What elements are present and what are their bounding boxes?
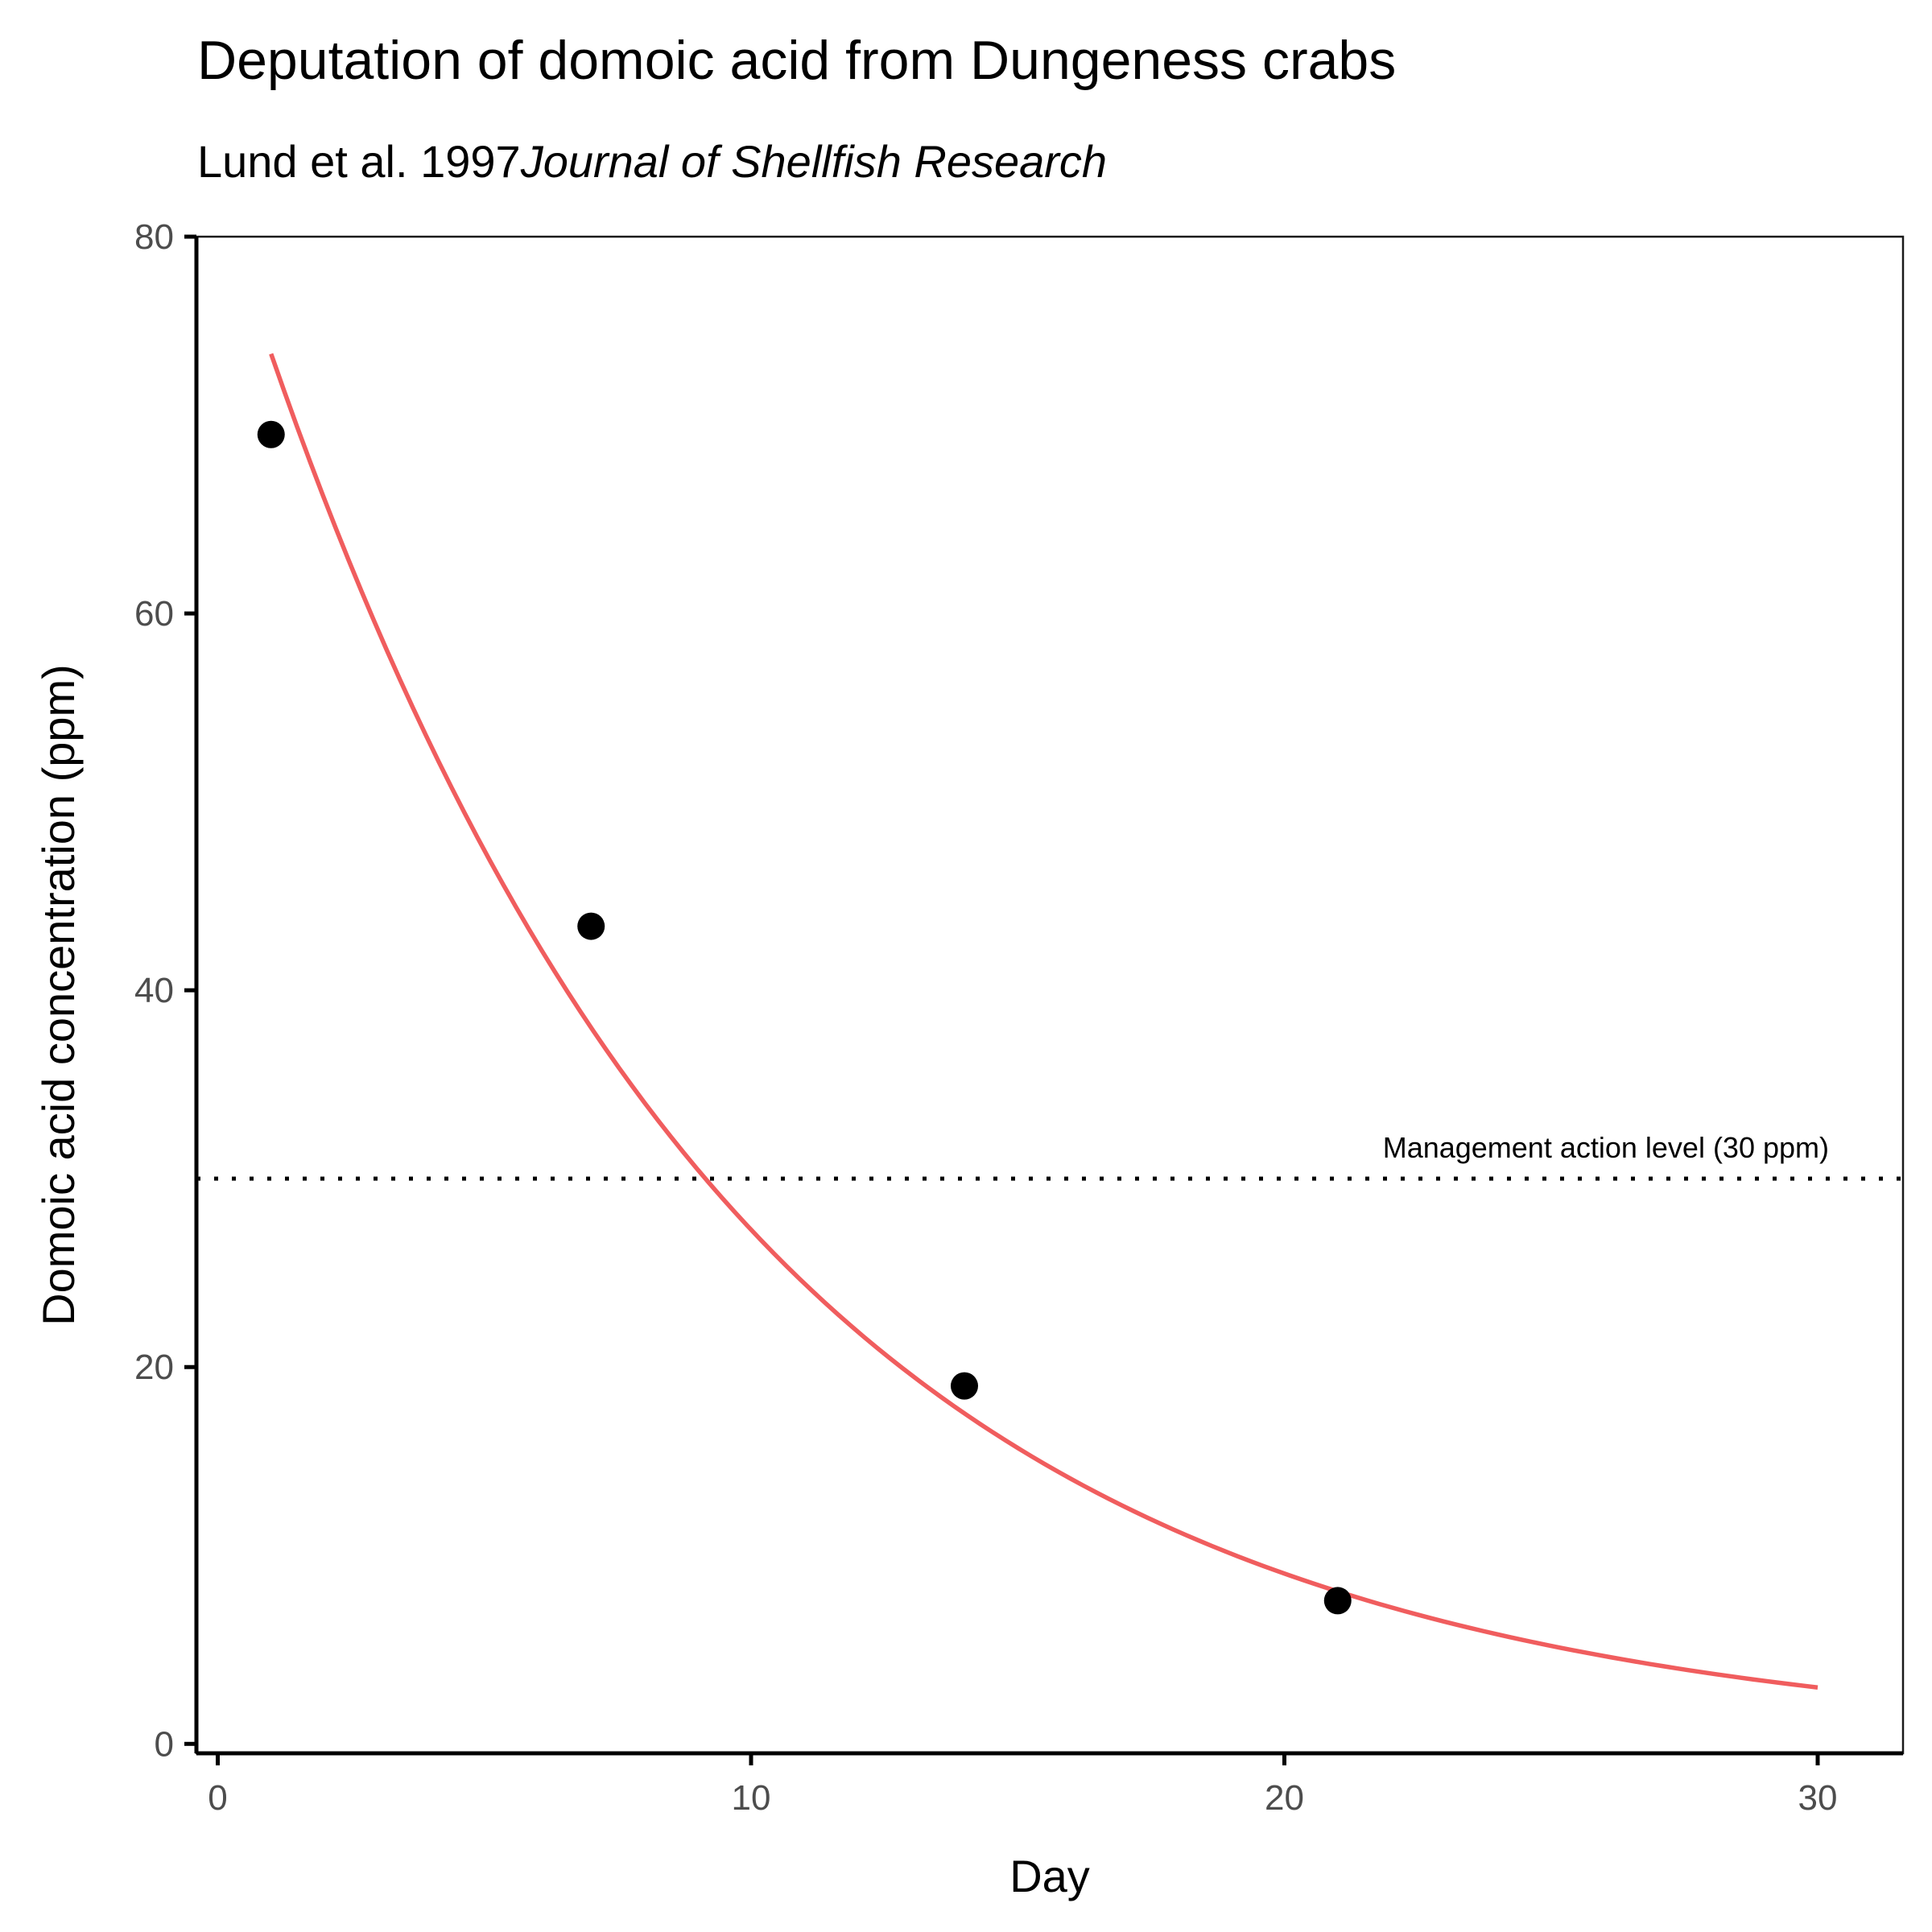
x-tick-label: 0	[208, 1778, 227, 1818]
data-point	[951, 1372, 978, 1400]
y-tick-label: 40	[134, 971, 174, 1010]
data-point	[257, 420, 285, 448]
y-tick-label: 80	[134, 217, 174, 257]
x-tick-label: 20	[1265, 1778, 1304, 1818]
x-tick-label: 10	[732, 1778, 771, 1818]
data-point	[1323, 1587, 1352, 1615]
fit-curve	[269, 353, 1818, 1690]
subtitle-journal: Journal of Shellfish Research	[520, 136, 1108, 187]
y-tick-label: 0	[155, 1724, 174, 1764]
subtitle-authors: Lund et al. 1997	[197, 136, 521, 187]
y-tick-label: 60	[134, 594, 174, 634]
chart-subtitle: Lund et al. 1997Journal of Shellfish Res…	[197, 135, 1107, 188]
chart-title: Deputation of domoic acid from Dungeness…	[197, 30, 1397, 91]
x-axis-label: Day	[1009, 1851, 1090, 1901]
reference-line-label: Management action level (30 ppm)	[1383, 1131, 1829, 1164]
x-tick-label: 30	[1798, 1778, 1838, 1818]
data-point	[577, 912, 605, 940]
y-axis-label: Domoic acid concentration (ppm)	[33, 664, 84, 1326]
plot-panel-border	[195, 235, 1905, 1755]
y-tick-label: 20	[134, 1348, 174, 1387]
